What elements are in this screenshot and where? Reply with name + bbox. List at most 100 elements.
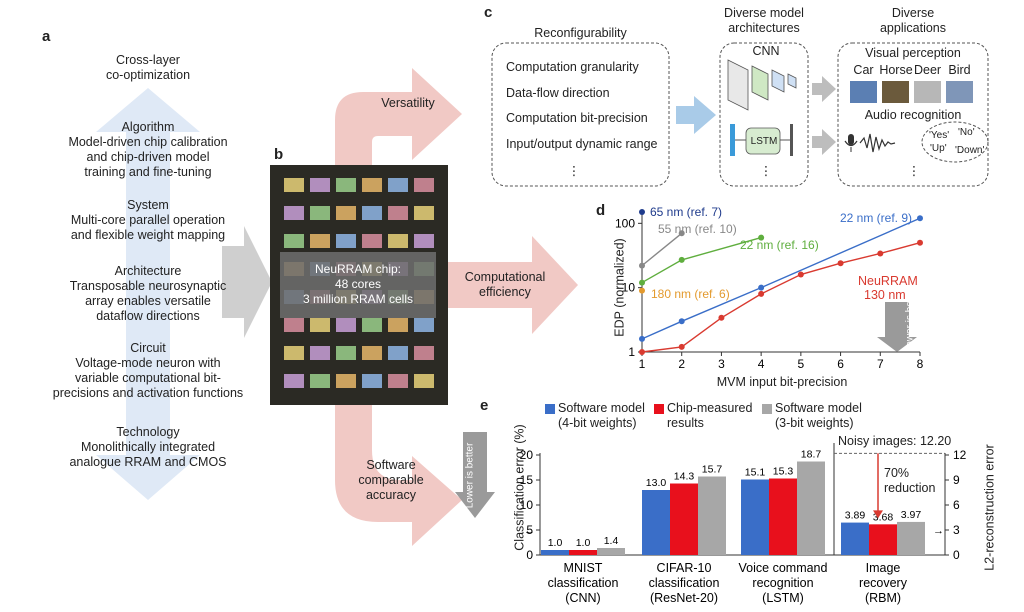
line-point	[758, 234, 765, 241]
panel-label-b: b	[274, 146, 284, 163]
class-label: Car	[853, 63, 874, 77]
bar	[869, 524, 897, 555]
line-lower-better-arrow	[877, 302, 917, 352]
line-y-tick-label: 10	[622, 281, 636, 295]
line-point	[639, 349, 645, 355]
versatility-arrow	[335, 68, 462, 165]
series-label: 55 nm (ref. 10)	[658, 222, 737, 236]
arch-box	[719, 42, 809, 187]
chip-core	[362, 346, 382, 360]
arrow-to-chip	[222, 226, 272, 338]
bar-category-label: (RBM)	[865, 591, 901, 605]
chip-core	[284, 178, 304, 192]
bar-category-label: MNIST	[564, 561, 603, 575]
efficiency-arrow	[440, 236, 578, 334]
line-point	[678, 256, 685, 263]
chip-core	[388, 178, 408, 192]
panel-label-a: a	[42, 28, 51, 45]
bar-category-label: classification	[548, 576, 619, 590]
bar	[541, 550, 569, 555]
reconfig-item: Computation bit-precision	[506, 111, 648, 125]
arrow-lstm-to-audio	[812, 129, 836, 155]
waveform-icon	[859, 133, 896, 153]
bar-y-tick-label: 0	[526, 548, 533, 562]
bar-value-label: 13.0	[646, 477, 667, 489]
chip-core	[284, 234, 304, 248]
words-ellipse	[921, 121, 989, 163]
reconfig-box	[491, 42, 670, 187]
bar-y-tick-label: 15	[520, 473, 534, 487]
line-series	[641, 232, 683, 267]
line-x-tick-label: 6	[837, 357, 844, 371]
arrow-reconfig-to-arch	[676, 96, 716, 134]
bar-category-label: (LSTM)	[762, 591, 804, 605]
line-point	[678, 343, 685, 350]
line-point	[678, 230, 685, 237]
bar-value-label: 3.89	[845, 510, 866, 522]
left-axis-pointer: ←	[524, 525, 535, 537]
line-point	[797, 271, 804, 278]
chip-core	[336, 318, 356, 332]
bar-ylabel-right: L2-reconstruction error	[982, 444, 997, 571]
bar-category-label: Image	[866, 561, 901, 575]
cnn-label: CNN	[752, 44, 780, 58]
layer-system: System Multi-core parallel operation and…	[70, 198, 226, 242]
bar-category-label: recovery	[859, 576, 908, 590]
deer-thumbnail	[914, 81, 941, 103]
chip-core	[336, 346, 356, 360]
chip-core	[362, 234, 382, 248]
bar-ylabel: Classification error (%)	[512, 424, 527, 551]
bar	[841, 522, 869, 555]
panel-label-d: d	[596, 202, 606, 219]
chip-core	[310, 318, 330, 332]
bar-category-label: Voice command	[739, 561, 828, 575]
reconfig-ellipsis: ⋮	[567, 164, 581, 178]
chip-core	[414, 346, 434, 360]
chip-core	[414, 234, 434, 248]
bar-value-label: 15.3	[773, 466, 794, 478]
bar-value-label: 14.3	[674, 471, 695, 483]
line-xlabel: MVM input bit-precision	[716, 375, 848, 389]
chip-core	[362, 206, 382, 220]
microphone-icon	[844, 134, 858, 152]
bar-category-label: classification	[649, 576, 720, 590]
lstm-label: LSTM	[750, 136, 778, 147]
series-label: 22 nm (ref. 16)	[740, 238, 819, 252]
line-x-tick-label: 7	[877, 357, 884, 371]
chip-core	[414, 374, 434, 388]
line-point	[639, 335, 645, 342]
bar	[698, 476, 726, 555]
line-point	[639, 279, 645, 286]
panel-label-e: e	[480, 397, 489, 414]
chip-core	[414, 206, 434, 220]
chip-core	[388, 206, 408, 220]
bar	[569, 550, 597, 555]
chip-core	[414, 318, 434, 332]
line-point	[639, 287, 645, 294]
chip-core	[388, 234, 408, 248]
legend-sw3: Software model (3-bit weights)	[775, 401, 862, 430]
chip-core	[310, 234, 330, 248]
line-point	[917, 215, 923, 222]
reconfig-item: Data-flow direction	[506, 86, 610, 100]
line-point	[837, 260, 844, 267]
class-label: Deer	[914, 63, 942, 77]
word-no: 'No'	[958, 127, 975, 138]
chip-core	[362, 318, 382, 332]
bar	[797, 461, 825, 555]
chip-core	[362, 374, 382, 388]
line-y-tick-label: 100	[615, 216, 635, 230]
versatility-label: Versatility	[381, 96, 435, 110]
noisy-label: Noisy images: 12.20	[838, 434, 952, 448]
bar-value-label: 1.0	[548, 537, 563, 549]
chip-caption: NeuRRAM chip: 48 cores 3 million RRAM ce…	[302, 262, 414, 306]
chip-overlay	[280, 252, 436, 318]
chip-core	[310, 374, 330, 388]
bird-thumbnail	[946, 81, 973, 103]
line-point	[758, 290, 765, 297]
bar-y-tick-label: 20	[520, 448, 534, 462]
line-series	[641, 242, 921, 353]
legend-chip: Chip-measured results	[667, 401, 753, 430]
